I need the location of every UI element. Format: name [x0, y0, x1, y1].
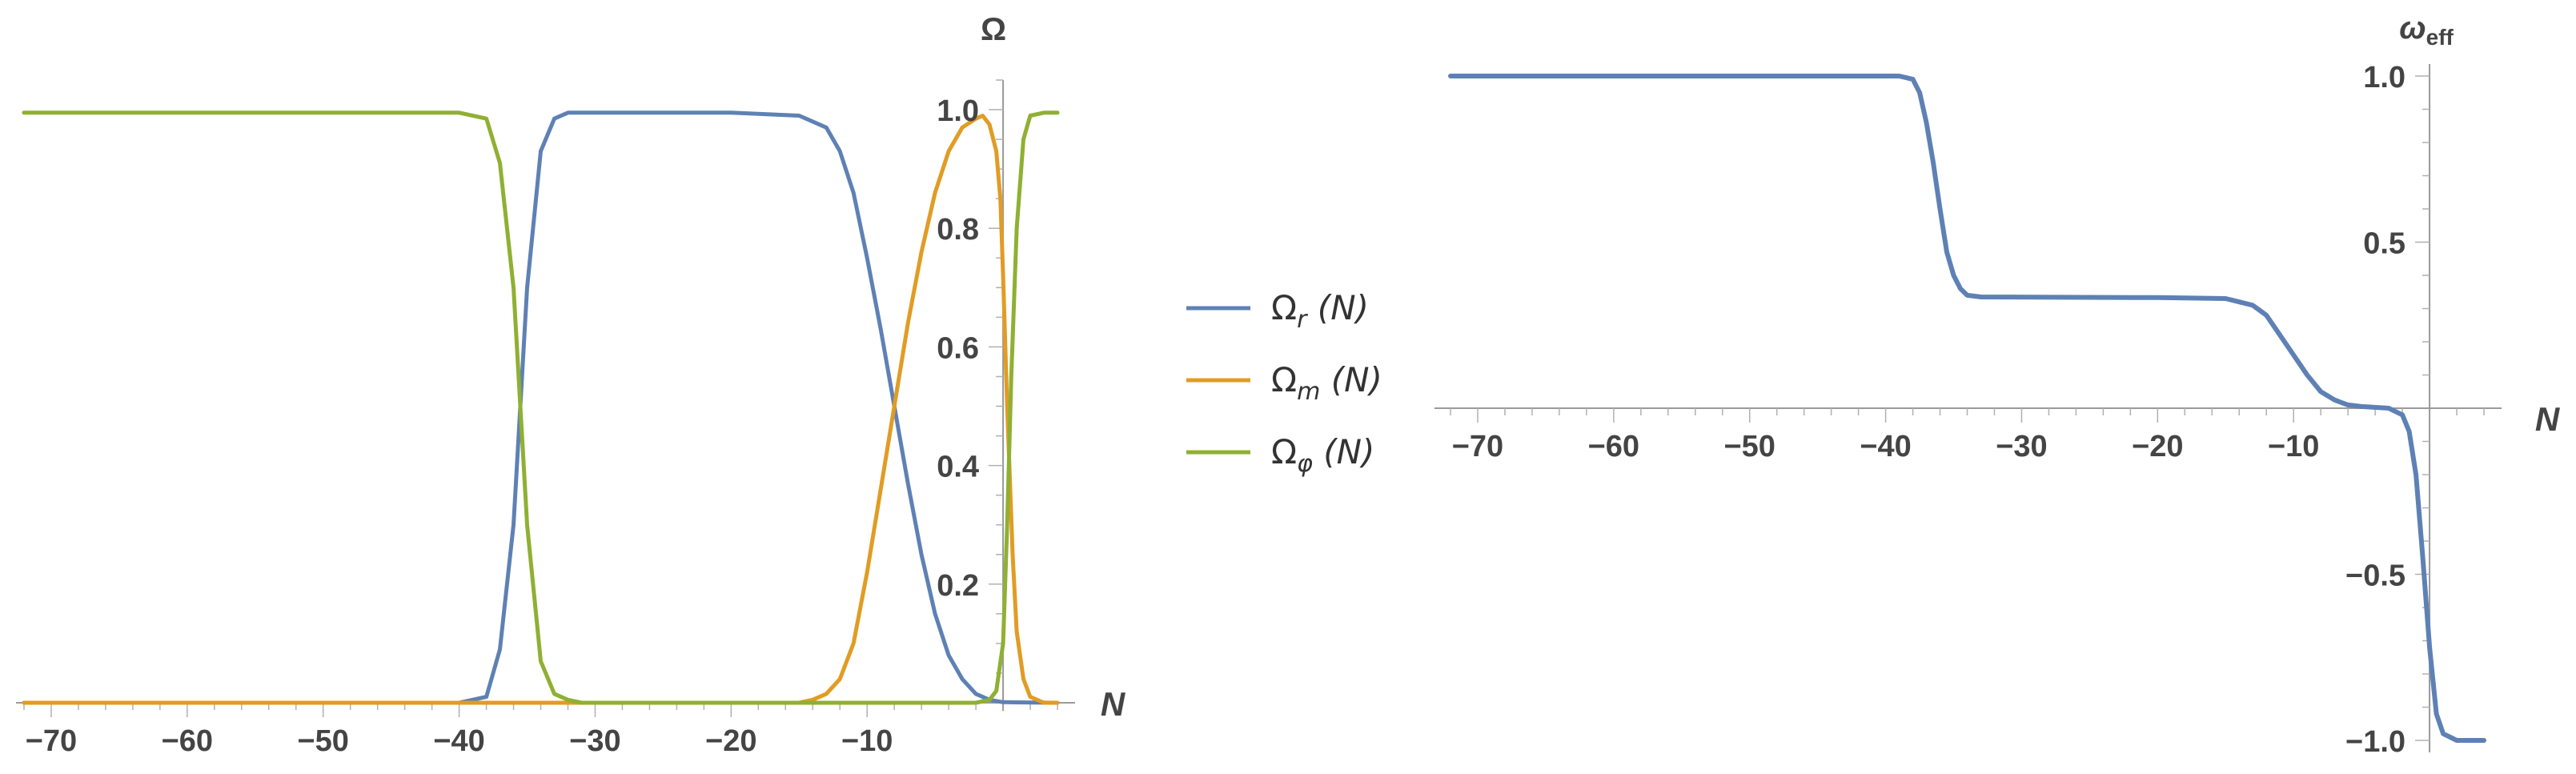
- right-x-tick-label: −30: [1996, 430, 2047, 463]
- right-y-axis-label-base: ω: [2399, 10, 2426, 46]
- left-y-tick-label: 1.0: [937, 94, 979, 128]
- legend-label-base: Ω: [1271, 432, 1297, 471]
- series-line-weff-0: [1448, 74, 2486, 743]
- right-x-tick-label: −40: [1860, 430, 1911, 463]
- left-series-group: [22, 110, 1060, 705]
- left-x-tick-label: −20: [705, 724, 756, 758]
- left-x-tick-label: −60: [162, 724, 213, 758]
- left-x-tick-label: −40: [433, 724, 484, 758]
- right-x-tick-label: −50: [1723, 430, 1775, 463]
- series-line-0: [22, 110, 1060, 705]
- left-x-tick-label: −10: [841, 724, 893, 758]
- series-line-2: [22, 110, 1060, 705]
- left-y-tick-label: 0.6: [937, 331, 979, 365]
- legend-label-suffix: (N): [1320, 360, 1382, 399]
- legend: Ωr (N)Ωm (N)Ωφ (N): [1186, 288, 1382, 478]
- right-tick-labels: −70 −60 −50 −40 −30 −20 −10 −1.0 −0.5 0.5 1.0: [1452, 61, 2405, 759]
- legend-label: Ωφ (N): [1271, 432, 1374, 478]
- effective-eos-plot: −70 −60 −50 −40 −30 −20 −10 −1.0 −0.5 0.5 1.0 ωeff…: [1434, 10, 2561, 759]
- legend-label-sub: r: [1297, 306, 1308, 334]
- right-x-tick-label: −10: [2268, 430, 2319, 463]
- series-line-1: [22, 114, 1060, 705]
- right-y-tick-label: −0.5: [2345, 559, 2405, 593]
- left-axes: [16, 79, 1075, 717]
- left-y-tick-label: 0.8: [937, 213, 979, 247]
- right-axes: [1434, 64, 2502, 752]
- right-y-tick-label: −1.0: [2345, 725, 2405, 759]
- legend-item-1: Ωm (N): [1186, 360, 1382, 406]
- legend-item-0: Ωr (N): [1186, 288, 1369, 334]
- legend-item-2: Ωφ (N): [1186, 432, 1374, 478]
- left-x-axis-label: N: [1101, 685, 1126, 723]
- left-x-tick-label: −30: [569, 724, 620, 758]
- legend-label-sub: φ: [1297, 450, 1313, 478]
- legend-label: Ωm (N): [1271, 360, 1382, 406]
- right-x-tick-label: −60: [1588, 430, 1639, 463]
- legend-label-suffix: (N): [1306, 288, 1369, 327]
- legend-label-base: Ω: [1271, 288, 1297, 327]
- right-series-group: [1448, 74, 2486, 743]
- legend-label-sub: m: [1297, 378, 1320, 406]
- left-tick-labels: −70 −60 −50 −40 −30 −20 −10 0.2 0.4 0.6 0.8 1.0: [26, 94, 979, 758]
- right-x-axis-label: N: [2535, 400, 2561, 438]
- left-y-tick-label: 0.2: [937, 569, 979, 603]
- right-y-axis-label-sub: eff: [2426, 25, 2454, 50]
- right-x-tick-label: −20: [2132, 430, 2183, 463]
- left-y-axis-label: Ω: [981, 12, 1006, 47]
- left-y-tick-label: 0.4: [937, 451, 979, 484]
- right-y-tick-label: 1.0: [2363, 61, 2405, 94]
- right-x-tick-label: −70: [1452, 430, 1503, 463]
- right-y-axis-label: ωeff: [2399, 10, 2454, 50]
- left-x-tick-label: −70: [26, 724, 77, 758]
- left-x-tick-label: −50: [297, 724, 348, 758]
- legend-label-suffix: (N): [1313, 432, 1375, 471]
- legend-label: Ωr (N): [1271, 288, 1369, 334]
- omega-density-plot: −70 −60 −50 −40 −30 −20 −10 0.2 0.4 0.6 0.8 1.0 Ω N: [16, 12, 1126, 758]
- right-y-tick-label: 0.5: [2363, 227, 2405, 261]
- legend-label-base: Ω: [1271, 360, 1297, 399]
